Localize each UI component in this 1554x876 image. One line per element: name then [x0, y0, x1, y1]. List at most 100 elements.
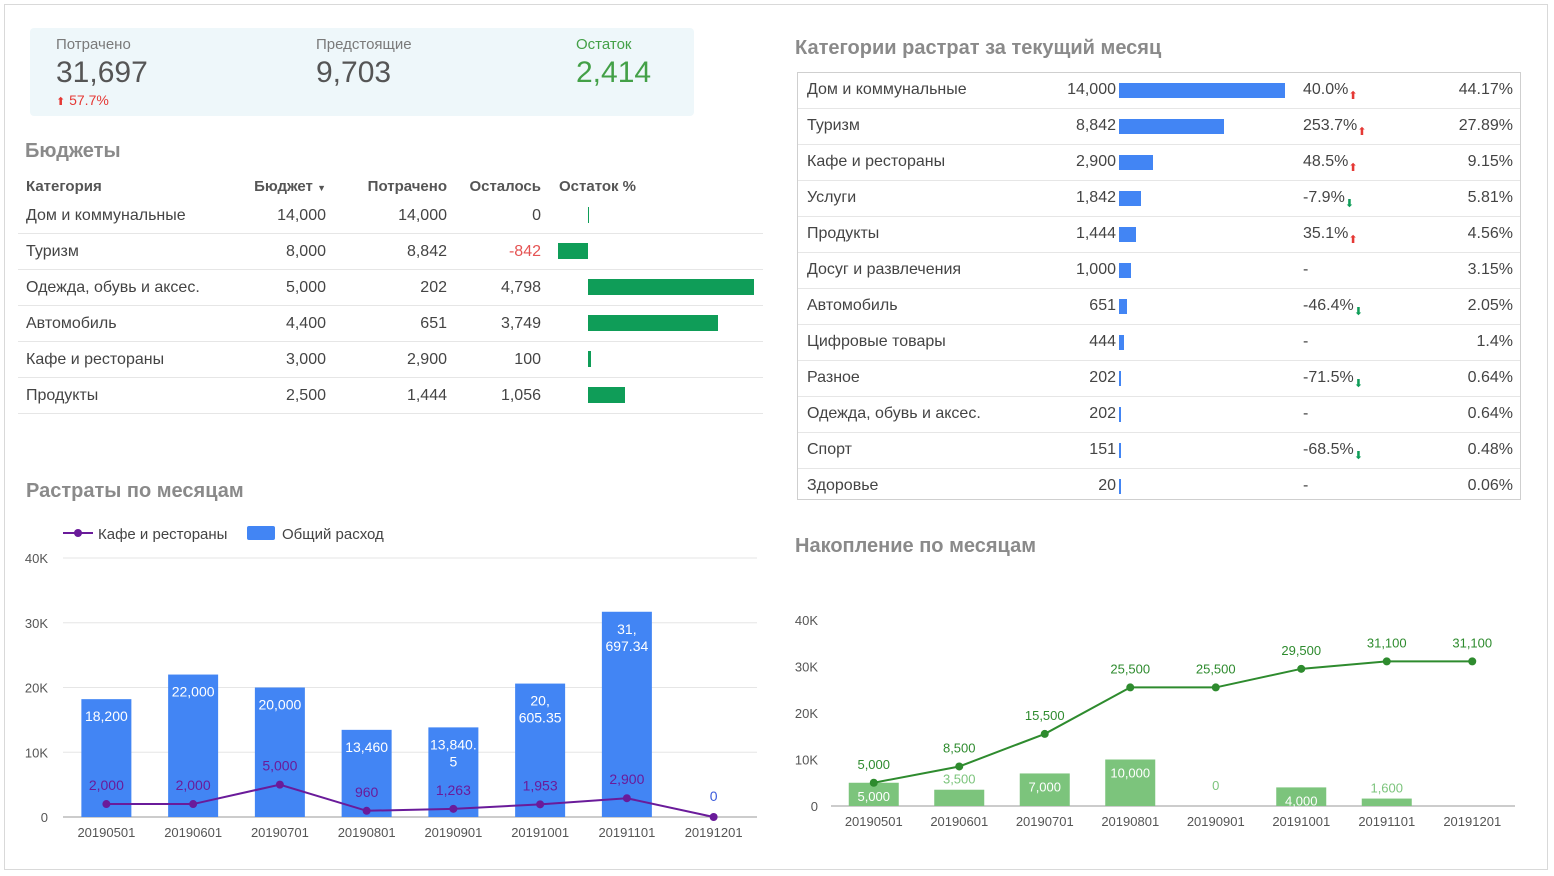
line-cafe-point	[622, 794, 631, 803]
budget-remaining-bar	[558, 243, 588, 259]
budget-remaining-bar	[588, 315, 718, 331]
category-row-change-value: 40.0%	[1303, 81, 1349, 98]
line-accumulation-point	[1211, 683, 1220, 692]
x-tick-label: 20191101	[598, 825, 655, 840]
budget-row-left: 3,749	[500, 315, 541, 332]
category-row-name: Автомобиль	[807, 297, 898, 314]
category-row-change: -	[1303, 477, 1308, 495]
dashboard-frame	[4, 4, 1548, 870]
bar-total	[254, 687, 305, 817]
category-row-change: -	[1303, 405, 1308, 423]
category-amount-bar	[1119, 299, 1127, 314]
category-row-value: 8,842	[1075, 117, 1116, 134]
line-accumulation-label: 31,100	[1452, 635, 1492, 650]
budget-row-spent: 2,900	[406, 351, 447, 368]
category-row: Спорт 151 -68.5% ⬇ 0.48%	[798, 433, 1520, 469]
accumulation-chart-title: Накопление по месяцам	[795, 535, 1036, 557]
line-accumulation-label: 25,500	[1110, 661, 1150, 676]
col-category[interactable]: Категория	[26, 178, 102, 195]
category-amount-bar	[1119, 155, 1154, 170]
bar-saving	[1019, 773, 1070, 806]
category-row-change-value: 35.1%	[1303, 225, 1349, 242]
line-accumulation-label: 25,500	[1196, 661, 1236, 676]
category-row-value: 20	[1098, 477, 1116, 494]
category-row-change: -	[1303, 261, 1308, 279]
bar-saving-label: 5,000	[857, 789, 890, 804]
line-accumulation-point	[1040, 729, 1049, 738]
budget-row-budget: 4,400	[285, 315, 326, 332]
budget-row-left: -842	[508, 243, 541, 260]
line-cafe-label: 1,263	[436, 782, 471, 798]
bar-saving-label: 4,000	[1285, 793, 1318, 808]
line-accumulation-point	[1468, 657, 1477, 666]
category-row-share: 0.64%	[1467, 405, 1513, 422]
category-amount-bar	[1119, 443, 1121, 458]
col-left[interactable]: Осталось	[469, 178, 541, 195]
budget-row: Кафе и рестораны 3,000 2,900 100	[18, 342, 763, 378]
kpi-upcoming-label: Предстоящие	[316, 36, 412, 53]
col-pct[interactable]: Остаток %	[559, 178, 637, 195]
budget-remaining-bar	[588, 387, 625, 403]
category-row-change: -	[1303, 333, 1308, 351]
bar-saving	[1276, 787, 1327, 806]
col-spent[interactable]: Потрачено	[367, 178, 447, 195]
bar-saving-label: 10,000	[1110, 766, 1150, 781]
category-row-change-value: -	[1303, 477, 1309, 494]
line-cafe-point	[536, 800, 545, 809]
bar-saving	[934, 789, 985, 806]
category-row-share: 4.56%	[1467, 225, 1513, 242]
kpi-scorecard: Потрачено 31,697 ⬆ 57.7% Предстоящие 9,7…	[30, 28, 694, 116]
spending-chart-title: Растраты по месяцам	[26, 480, 244, 502]
y-tick-label: 20K	[25, 681, 48, 696]
bar-total	[168, 674, 219, 817]
x-tick-label: 20191201	[1443, 814, 1501, 829]
line-accumulation-point	[1297, 664, 1306, 673]
budget-row-category: Автомобиль	[26, 315, 117, 332]
legend-bar-swatch	[247, 526, 275, 540]
line-cafe-label: 2,000	[89, 777, 124, 793]
budgets-table: Категория Бюджет ▼ Потрачено Осталось Ос…	[18, 176, 763, 414]
x-tick-label: 20190701	[1016, 814, 1074, 829]
y-tick-label: 40K	[25, 551, 48, 566]
legend-line-marker	[74, 529, 82, 537]
bar-saving	[1105, 759, 1156, 806]
category-row-change: 40.0% ⬆	[1303, 81, 1358, 102]
kpi-spent-delta-value: 57.7%	[69, 92, 109, 108]
budget-row: Дом и коммунальные 14,000 14,000 0	[18, 198, 763, 234]
category-row-change-value: -	[1303, 333, 1309, 350]
arrow-down-icon: ⬇	[1344, 198, 1355, 210]
budget-row-budget: 14,000	[277, 207, 326, 224]
x-tick-label: 20190801	[1101, 814, 1159, 829]
budget-row-category: Продукты	[26, 387, 99, 404]
budget-row-spent: 14,000	[398, 207, 447, 224]
x-tick-label: 20190501	[845, 814, 903, 829]
kpi-spent: Потрачено 31,697 ⬆ 57.7%	[56, 36, 148, 108]
category-row-change-value: -71.5%	[1303, 369, 1354, 386]
category-row-value: 2,900	[1075, 153, 1116, 170]
category-row-change-value: -7.9%	[1303, 189, 1345, 206]
bar-total-label: 20, 605.35	[519, 693, 562, 726]
sort-desc-icon[interactable]: ▼	[317, 183, 326, 193]
category-row-share: 5.81%	[1467, 189, 1513, 206]
bar-total	[601, 611, 652, 817]
category-row: Здоровье 20 - 0.06%	[798, 469, 1520, 504]
category-row-change-value: -46.4%	[1303, 297, 1354, 314]
budget-row-category: Кафе и рестораны	[26, 351, 165, 368]
category-row-change: 35.1% ⬆	[1303, 225, 1358, 246]
line-cafe-label: 2,900	[609, 771, 644, 787]
kpi-remaining-label: Остаток	[576, 36, 632, 53]
x-tick-label: 20191101	[1358, 814, 1415, 829]
category-row-name: Продукты	[807, 225, 880, 242]
y-tick-label: 0	[41, 810, 48, 825]
spending-chart: Кафе и рестораны Общий расход 0 10K 20K 30K 40…	[25, 526, 757, 840]
y-tick-label: 10K	[25, 745, 48, 760]
category-row-share: 0.06%	[1467, 477, 1513, 494]
budget-row-spent: 1,444	[406, 387, 447, 404]
col-budget[interactable]: Бюджет ▼	[254, 178, 326, 195]
kpi-upcoming: Предстоящие 9,703	[316, 36, 412, 90]
bar-saving	[848, 782, 899, 806]
category-row: Досуг и развлечения 1,000 - 3.15%	[798, 253, 1520, 289]
category-row-name: Услуги	[807, 189, 857, 206]
category-row-change: -7.9% ⬇	[1303, 189, 1354, 210]
x-tick-label: 20190901	[424, 825, 482, 840]
